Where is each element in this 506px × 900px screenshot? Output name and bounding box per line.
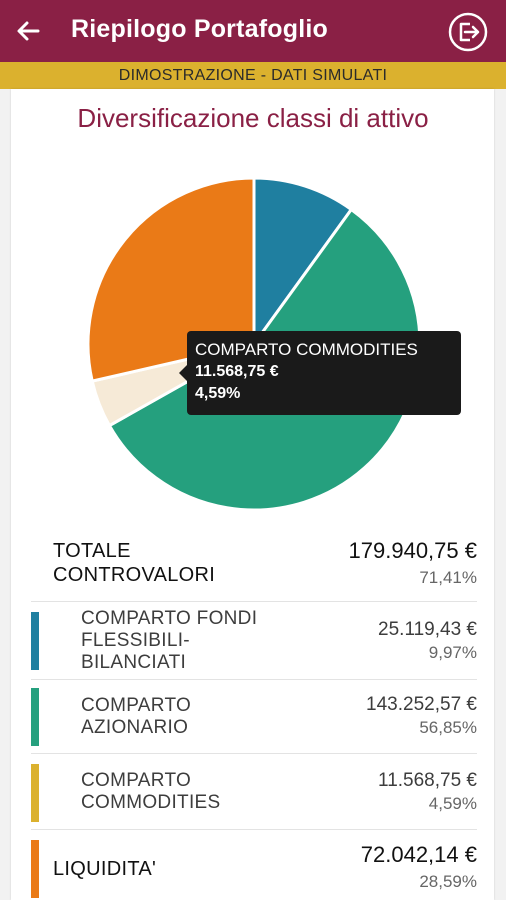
summary-row-fondi[interactable]: COMPARTO FONDI FLESSIBILI- BILANCIATI 25…: [31, 608, 477, 676]
liquidita-value: 72.042,14 €: [360, 842, 477, 867]
back-button[interactable]: [6, 9, 50, 53]
divider: [31, 829, 477, 830]
total-label-line2: CONTROVALORI: [53, 564, 216, 586]
commodities-value: 11.568,75 €: [378, 770, 477, 791]
chart-tooltip: COMPARTO COMMODITIES 11.568,75 € 4,59%: [179, 331, 461, 415]
liquidita-percent: 28,59%: [419, 872, 477, 891]
commodities-percent: 4,59%: [428, 794, 477, 813]
summary-row-liquidita[interactable]: LIQUIDITA' 72.042,14 € 28,59%: [31, 838, 477, 900]
total-label-line1: TOTALE: [53, 540, 131, 562]
page-title: Riepilogo Portafoglio: [71, 15, 328, 43]
fondi-percent: 9,97%: [428, 643, 477, 662]
logout-icon: [448, 12, 488, 52]
arrow-left-icon: [17, 21, 40, 41]
section-title: Diversificazione classi di attivo: [77, 103, 429, 133]
demo-banner: DIMOSTRAZIONE - DATI SIMULATI: [0, 62, 506, 89]
commodities-label-line1: COMPARTO: [81, 770, 192, 791]
commodities-color-bar: [31, 764, 39, 822]
fondi-label-line1: COMPARTO FONDI: [81, 608, 258, 629]
azionario-label-line1: COMPARTO: [81, 695, 192, 716]
divider: [31, 601, 477, 602]
azionario-value: 143.252,57 €: [366, 694, 477, 715]
azionario-color-bar: [31, 688, 39, 746]
tooltip-percent: 4,59%: [195, 385, 241, 402]
tooltip-title: COMPARTO COMMODITIES: [195, 340, 418, 359]
azionario-percent: 56,85%: [419, 718, 477, 737]
logout-button[interactable]: [446, 10, 490, 54]
azionario-label-line2: AZIONARIO: [81, 717, 189, 738]
fondi-color-bar: [31, 612, 39, 670]
pie-slice-liquidita[interactable]: [86, 176, 256, 383]
liquidita-color-bar: [31, 840, 39, 898]
commodities-label-line2: COMMODITIES: [81, 792, 221, 813]
tooltip-amount: 11.568,75 €: [195, 363, 279, 380]
total-value: 179.940,75 €: [348, 538, 477, 563]
divider: [31, 753, 477, 754]
summary-row-commodities[interactable]: COMPARTO COMMODITIES 11.568,75 € 4,59%: [31, 762, 477, 824]
total-percent: 71,41%: [419, 568, 477, 587]
summary-row-azionario[interactable]: COMPARTO AZIONARIO 143.252,57 € 56,85%: [31, 686, 477, 748]
fondi-label-line3: BILANCIATI: [81, 652, 187, 673]
divider: [31, 679, 477, 680]
app-bar: Riepilogo Portafoglio: [0, 0, 506, 62]
summary-row-total[interactable]: TOTALE CONTROVALORI 179.940,75 € 71,41%: [31, 538, 477, 592]
pie-slice-fondi[interactable]: [252, 176, 354, 349]
fondi-label-line2: FLESSIBILI-: [81, 630, 190, 651]
fondi-value: 25.119,43 €: [378, 619, 477, 640]
liquidita-label: LIQUIDITA': [53, 858, 157, 880]
